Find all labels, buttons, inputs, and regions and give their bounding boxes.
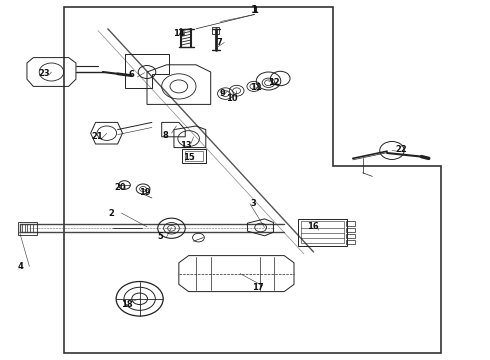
Text: 8: 8	[163, 131, 169, 140]
Text: 3: 3	[251, 199, 257, 208]
Text: 10: 10	[226, 94, 238, 103]
Text: 4: 4	[18, 262, 24, 271]
Bar	[212, 27, 219, 34]
Text: 16: 16	[307, 222, 318, 231]
Bar	[346, 221, 355, 226]
Text: 1: 1	[251, 5, 258, 15]
Bar	[298, 219, 347, 246]
Text: 14: 14	[173, 29, 185, 38]
Text: 17: 17	[252, 284, 264, 292]
Bar	[346, 240, 355, 244]
Bar	[346, 228, 355, 232]
Bar	[185, 151, 203, 161]
Text: 21: 21	[91, 132, 103, 141]
Bar	[301, 221, 344, 243]
Text: 20: 20	[115, 184, 126, 192]
Bar	[18, 222, 37, 235]
Text: 19: 19	[139, 188, 151, 197]
Text: 6: 6	[128, 70, 134, 79]
Text: 1: 1	[252, 5, 258, 14]
Text: 15: 15	[183, 153, 195, 162]
Text: 18: 18	[121, 300, 132, 309]
Text: 11: 11	[250, 83, 262, 92]
Bar	[182, 149, 206, 163]
Text: 2: 2	[109, 209, 115, 217]
Bar	[346, 234, 355, 238]
Text: 13: 13	[180, 141, 192, 150]
Text: 5: 5	[158, 233, 164, 241]
Text: 7: 7	[217, 38, 222, 47]
Text: 22: 22	[395, 145, 407, 154]
Text: 12: 12	[268, 78, 279, 87]
Text: 9: 9	[220, 89, 225, 98]
Text: 23: 23	[38, 69, 50, 78]
